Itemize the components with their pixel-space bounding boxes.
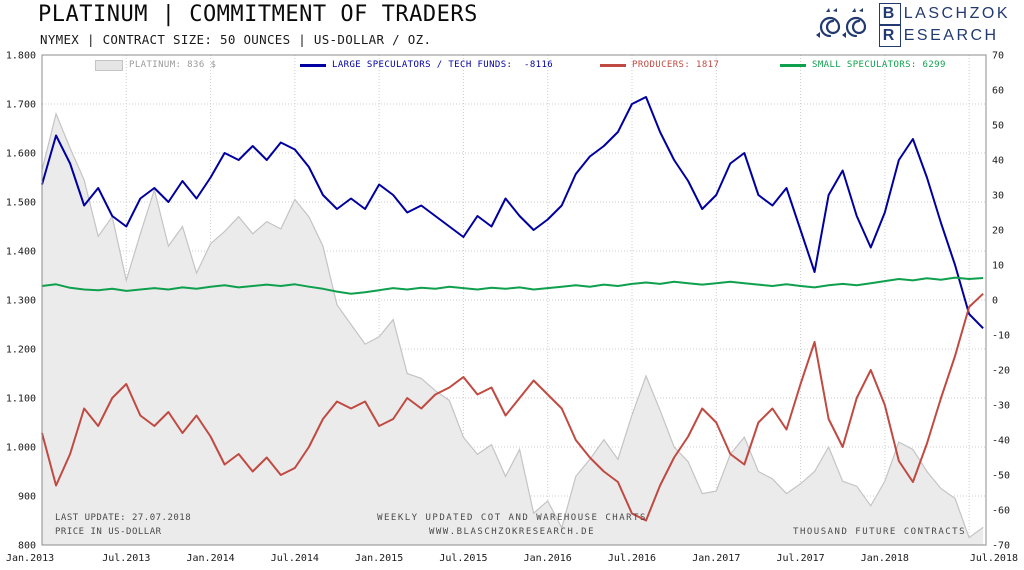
x-tick-label: Jan.2015: [355, 553, 403, 564]
small-speculators-line-swatch: [780, 63, 806, 67]
y-left-tick-label: 1.100: [6, 394, 36, 405]
x-tick-label: Jul.2014: [271, 553, 319, 564]
large-speculators-tech-funds-line: [41, 96, 984, 330]
footnote-center: WEEKLY UPDATED COT AND WAREHOUSE CHARTS …: [0, 511, 1024, 539]
blaschzok-logo: B LASCHZOK R ESEARCH: [815, 3, 1010, 47]
series: [41, 96, 984, 546]
legend-item-small-speculators: SMALL SPECULATORS: 6299: [780, 59, 946, 71]
y-right-tick-label: 10: [992, 261, 1004, 272]
y-right-tick-label: 0: [992, 296, 998, 307]
legend-item-platinum: PLATINUM: 836 $: [95, 59, 216, 71]
producers-line-swatch: [600, 63, 626, 67]
x-tick-label: Jul.2018: [970, 553, 1018, 564]
y-left-tick-label: 900: [18, 492, 36, 503]
y-left-tick-label: 1.200: [6, 345, 36, 356]
x-tick-label: Jan.2016: [524, 553, 572, 564]
axis-labels: 1.800 1.700 1.600 1.500 1.400 1.300 1.200 1.100…: [6, 51, 1018, 565]
y-right-tick-label: 40: [992, 156, 1004, 167]
y-right-tick-label: -30: [992, 401, 1010, 412]
y-right-tick-label: -40: [992, 436, 1010, 447]
footnote-right: THOUSAND FUTURE CONTRACTS: [793, 525, 966, 539]
weekly-update-note: WEEKLY UPDATED COT AND WAREHOUSE CHARTS: [377, 513, 647, 523]
large-speculators-line-swatch: [300, 63, 326, 67]
logo-rest-2: ESEARCH: [903, 27, 999, 44]
y-right-tick-label: -70: [992, 541, 1010, 552]
y-right-tick-label: 30: [992, 191, 1004, 202]
y-left-tick-label: 1.000: [6, 443, 36, 454]
platinum-area-swatch: [95, 59, 123, 71]
y-left-tick-label: 1.800: [6, 51, 36, 62]
price-unit-note: PRICE IN US-DOLLAR: [55, 527, 162, 537]
last-update-note: LAST UPDATE: 27.07.2018: [55, 513, 192, 523]
y-right-tick-label: -60: [992, 506, 1010, 517]
x-tick-label: Jan.2013: [6, 553, 54, 564]
legend-item-large-speculators: LARGE SPECULATORS / TECH FUNDS: -8116: [300, 59, 553, 71]
logo-line-2: R ESEARCH: [878, 25, 1010, 47]
y-left-tick-label: 1.400: [6, 247, 36, 258]
footnote-left: LAST UPDATE: 27.07.2018 PRICE IN US-DOLL…: [55, 511, 191, 539]
page-subtitle: NYMEX | CONTRACT SIZE: 50 OUNCES | US-DO…: [40, 32, 432, 47]
y-right-tick-label: -50: [992, 471, 1010, 482]
legend-label-small-speculators: SMALL SPECULATORS: 6299: [812, 60, 946, 70]
y-right-tick-label: 50: [992, 121, 1004, 132]
y-left-tick-label: 1.300: [6, 296, 36, 307]
legend-item-producers: PRODUCERS: 1817: [600, 59, 719, 71]
page-title: PLATINUM | COMMITMENT OF TRADERS: [38, 2, 478, 27]
hedgehog-logo-icon: [815, 8, 866, 38]
y-left-tick-label: 800: [18, 541, 36, 552]
legend-label-large-speculators: LARGE SPECULATORS / TECH FUNDS: -8116: [332, 60, 554, 70]
y-right-tick-label: -10: [992, 331, 1010, 342]
platinum-price-area: [42, 113, 984, 546]
y-right-tick-label: 20: [992, 226, 1004, 237]
logo-initial-b: B: [878, 3, 901, 25]
small-speculators-line: [41, 276, 984, 295]
legend-label-platinum: PLATINUM: 836 $: [129, 60, 217, 70]
x-tick-label: Jul.2017: [776, 553, 824, 564]
logo-initial-r: R: [878, 25, 901, 47]
logo-line-1: B LASCHZOK: [878, 3, 1010, 25]
y-left-tick-label: 1.600: [6, 149, 36, 160]
y-left-tick-label: 1.500: [6, 198, 36, 209]
x-tick-label: Jul.2015: [439, 553, 487, 564]
x-tick-label: Jul.2016: [608, 553, 656, 564]
x-tick-label: Jan.2018: [861, 553, 909, 564]
x-tick-label: Jan.2017: [692, 553, 740, 564]
x-tick-label: Jul.2013: [102, 553, 150, 564]
logo-text: B LASCHZOK R ESEARCH: [878, 3, 1010, 47]
x-tick-label: Jan.2014: [186, 553, 234, 564]
y-right-tick-label: -20: [992, 366, 1010, 377]
y-right-tick-label: 70: [992, 51, 1004, 62]
y-right-tick-label: 60: [992, 86, 1004, 97]
contracts-unit-note: THOUSAND FUTURE CONTRACTS: [793, 527, 966, 537]
y-left-tick-label: 1.700: [6, 100, 36, 111]
website-note: WWW.BLASCHZOKRESEARCH.DE: [428, 527, 596, 537]
logo-rest-1: LASCHZOK: [903, 5, 1010, 22]
plot-border: [41, 54, 987, 546]
legend-label-producers: PRODUCERS: 1817: [632, 60, 720, 70]
producers-line: [41, 292, 984, 522]
